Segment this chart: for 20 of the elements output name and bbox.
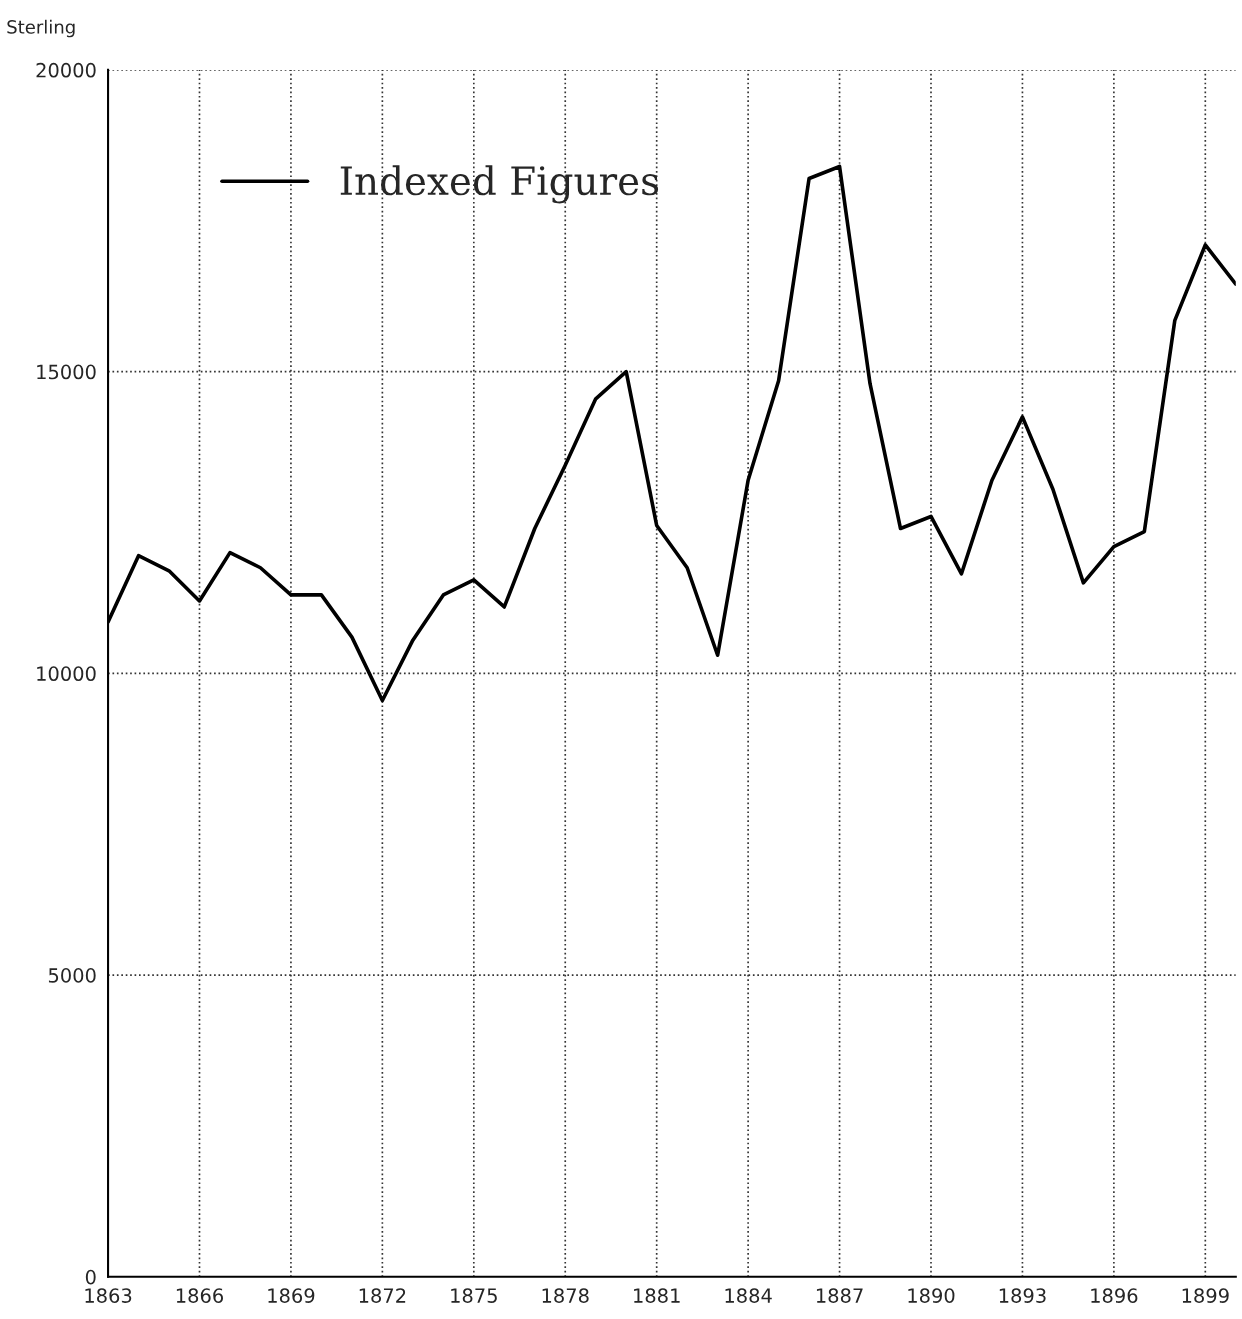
y-axis-title: Sterling bbox=[7, 19, 75, 38]
x-tick-label: 1893 bbox=[999, 1288, 1046, 1303]
x-tick-label: 1872 bbox=[359, 1288, 406, 1303]
x-tick-label: 1887 bbox=[816, 1288, 863, 1303]
y-tick-label: 20000 bbox=[36, 62, 96, 78]
x-tick-label: 1884 bbox=[725, 1288, 772, 1303]
x-tick-label: 1869 bbox=[268, 1288, 315, 1303]
x-tick-label: 1881 bbox=[634, 1288, 680, 1303]
y-tick-label: 15000 bbox=[37, 364, 96, 380]
x-tick-label: 1875 bbox=[451, 1288, 497, 1303]
x-tick-label: 1896 bbox=[1091, 1288, 1138, 1303]
x-tick-label: 1866 bbox=[176, 1288, 224, 1303]
x-tick-label: 1899 bbox=[1182, 1288, 1229, 1303]
y-tick-label: 5000 bbox=[48, 968, 96, 983]
x-tick-label: 1863 bbox=[85, 1288, 132, 1303]
x-tick-label: 1878 bbox=[542, 1288, 589, 1303]
x-tick-label: 1890 bbox=[908, 1288, 955, 1303]
legend-label: Indexed Figures bbox=[340, 165, 659, 204]
y-tick-label: 10000 bbox=[37, 666, 96, 682]
y-tick-label: 0 bbox=[85, 1269, 96, 1285]
